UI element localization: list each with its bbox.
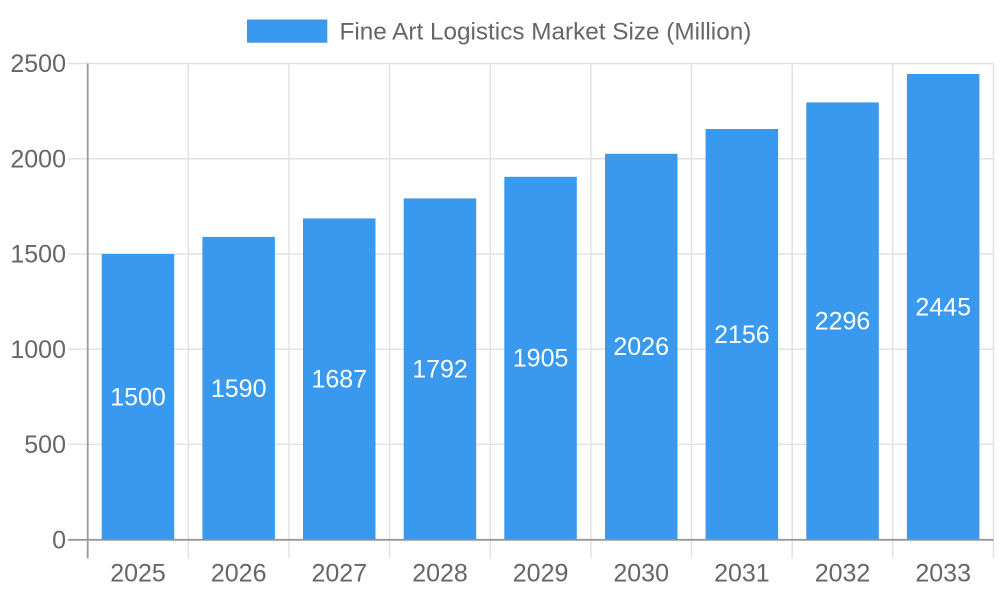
svg-text:1590: 1590 bbox=[211, 375, 267, 403]
svg-text:2500: 2500 bbox=[10, 50, 66, 78]
svg-text:500: 500 bbox=[24, 431, 66, 459]
svg-text:2028: 2028 bbox=[412, 560, 468, 588]
svg-text:2030: 2030 bbox=[613, 560, 669, 588]
svg-text:1500: 1500 bbox=[10, 241, 66, 269]
svg-text:1000: 1000 bbox=[10, 336, 66, 364]
svg-text:Fine Art Logistics Market Size: Fine Art Logistics Market Size (Million) bbox=[340, 18, 752, 45]
svg-text:2156: 2156 bbox=[714, 321, 770, 349]
svg-text:2032: 2032 bbox=[815, 560, 871, 588]
svg-text:2029: 2029 bbox=[513, 560, 569, 588]
svg-text:2296: 2296 bbox=[815, 308, 871, 336]
svg-text:2026: 2026 bbox=[613, 333, 669, 361]
svg-text:0: 0 bbox=[52, 526, 66, 554]
svg-text:1687: 1687 bbox=[311, 366, 367, 394]
svg-text:1905: 1905 bbox=[513, 345, 569, 373]
svg-text:2033: 2033 bbox=[915, 560, 971, 588]
svg-text:1500: 1500 bbox=[110, 383, 166, 411]
svg-text:2025: 2025 bbox=[110, 560, 166, 588]
svg-text:2027: 2027 bbox=[311, 560, 367, 588]
svg-text:1792: 1792 bbox=[412, 356, 468, 384]
svg-text:2445: 2445 bbox=[915, 293, 971, 321]
svg-text:2031: 2031 bbox=[714, 560, 770, 588]
svg-text:2000: 2000 bbox=[10, 145, 66, 173]
svg-text:2026: 2026 bbox=[211, 560, 267, 588]
